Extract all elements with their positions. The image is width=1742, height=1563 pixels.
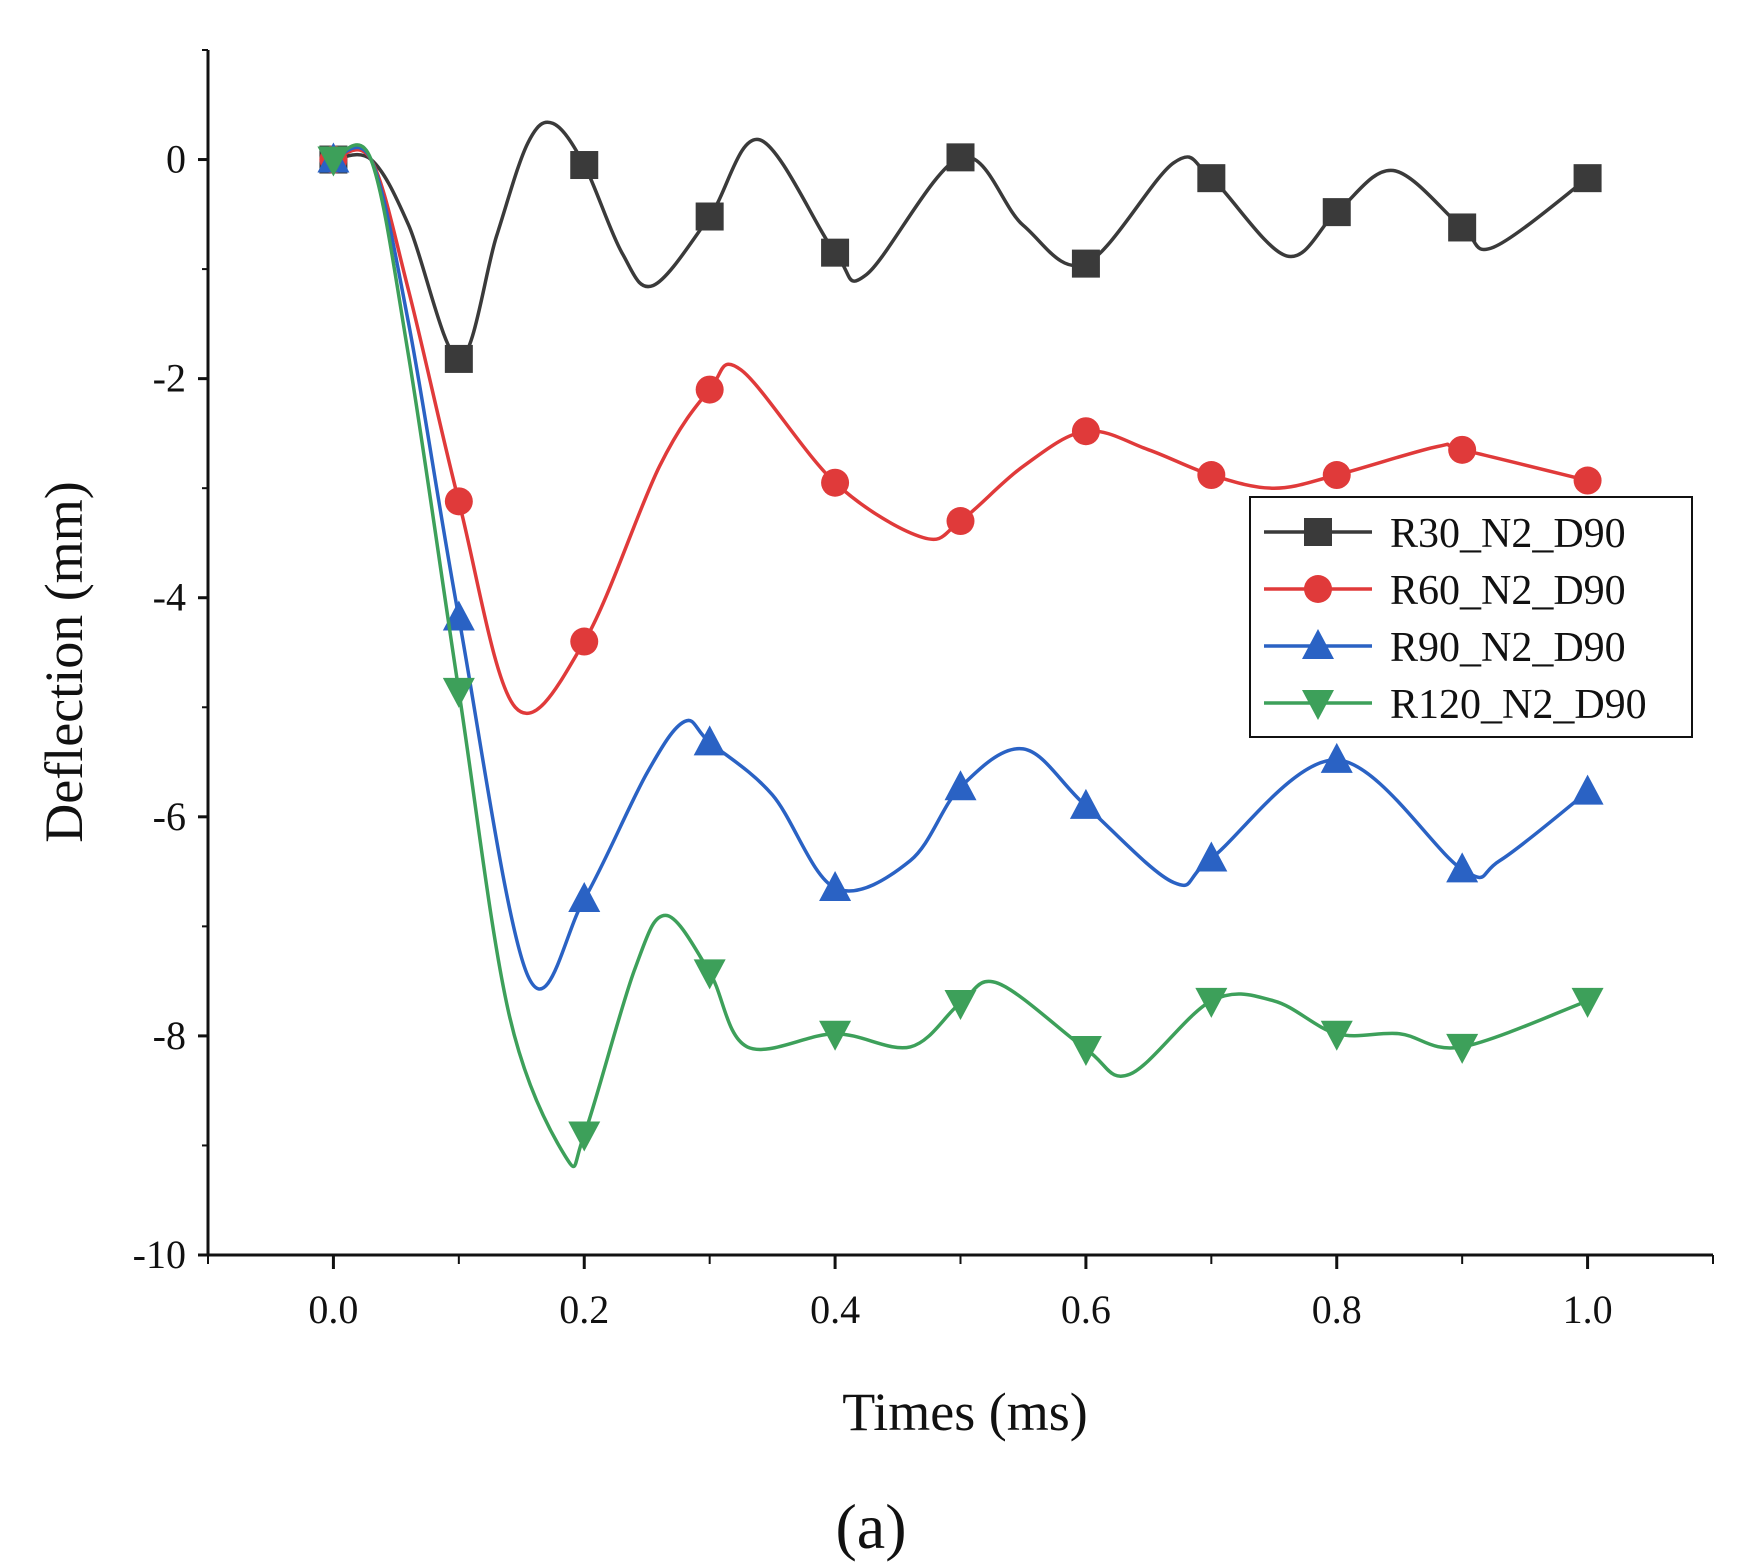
data-point xyxy=(1571,774,1604,805)
data-point xyxy=(317,146,350,177)
legend-item-r120-n2-d90: R120_N2_D90 xyxy=(1264,682,1647,728)
legend-label: R90_N2_D90 xyxy=(1390,625,1626,671)
y-tick-label: -10 xyxy=(133,1232,186,1277)
data-point xyxy=(570,627,599,656)
legend-label: R120_N2_D90 xyxy=(1390,682,1647,728)
data-point xyxy=(1069,788,1102,819)
data-point xyxy=(944,770,977,801)
series-r30-n2-d90 xyxy=(319,120,1602,373)
data-point xyxy=(1571,987,1604,1018)
data-point xyxy=(1071,249,1100,278)
data-point xyxy=(1573,164,1602,193)
data-point xyxy=(570,151,599,180)
data-point xyxy=(1448,435,1477,464)
data-point xyxy=(693,725,726,756)
data-point xyxy=(693,959,726,990)
data-point xyxy=(1320,742,1353,773)
data-point xyxy=(821,238,850,267)
panel-label: (a) xyxy=(835,1491,906,1562)
data-point xyxy=(946,143,975,172)
series-r60-n2-d90 xyxy=(319,145,1602,716)
x-tick-label: 0.2 xyxy=(559,1287,609,1332)
legend-item-r90-n2-d90: R90_N2_D90 xyxy=(1264,625,1626,671)
y-tick-label: -8 xyxy=(153,1013,186,1058)
data-point xyxy=(821,468,850,497)
series-r90-n2-d90 xyxy=(317,142,1604,991)
data-point xyxy=(819,1020,852,1051)
data-point xyxy=(1446,852,1479,883)
x-tick-label: 0.0 xyxy=(308,1287,358,1332)
data-point xyxy=(1195,987,1228,1018)
y-axis-title: Deflection (mm) xyxy=(34,481,94,842)
data-point xyxy=(442,600,475,631)
data-point xyxy=(1322,461,1351,490)
series-layer xyxy=(317,120,1604,1169)
data-point xyxy=(695,375,724,404)
legend-label: R60_N2_D90 xyxy=(1390,568,1626,614)
legend-marker xyxy=(1302,690,1334,720)
legend-marker xyxy=(1304,518,1332,546)
legend-item-r60-n2-d90: R60_N2_D90 xyxy=(1264,568,1626,614)
y-tick-label: -6 xyxy=(153,794,186,839)
x-tick-label: 1.0 xyxy=(1563,1287,1613,1332)
legend-marker xyxy=(1304,575,1332,603)
data-point xyxy=(1197,164,1226,193)
data-point xyxy=(1195,841,1228,872)
data-point xyxy=(1069,1036,1102,1067)
data-point xyxy=(1446,1033,1479,1064)
legend-marker xyxy=(1302,629,1334,659)
data-point xyxy=(1448,213,1477,242)
data-point xyxy=(946,507,975,536)
x-tick-label: 0.8 xyxy=(1312,1287,1362,1332)
x-tick-label: 0.6 xyxy=(1061,1287,1111,1332)
data-point xyxy=(944,990,977,1021)
legend-label: R30_N2_D90 xyxy=(1390,511,1626,557)
y-tick-label: -4 xyxy=(153,575,186,620)
x-axis-title: Times (ms) xyxy=(842,1382,1088,1442)
y-tick-label: -2 xyxy=(153,356,186,401)
data-point xyxy=(444,487,473,516)
data-point xyxy=(1071,417,1100,446)
data-point xyxy=(1573,466,1602,495)
data-point xyxy=(444,344,473,373)
axes-layer: 0 -2 -4 -6 -8 -10 0.0 0.2 0.4 0.6 0.8 1.0 xyxy=(133,49,1714,1332)
legend: R30_N2_D90 R60_N2_D90 R90_N2_D90 R120_N2_D9… xyxy=(1249,496,1693,738)
series-r120-n2-d90 xyxy=(317,143,1604,1169)
x-tick-label: 0.4 xyxy=(810,1287,860,1332)
y-tick-label: 0 xyxy=(166,137,186,182)
legend-item-r30-n2-d90: R30_N2_D90 xyxy=(1264,511,1626,557)
data-point xyxy=(568,1121,601,1152)
data-point xyxy=(568,881,601,912)
data-point xyxy=(1322,198,1351,227)
data-point xyxy=(1197,461,1226,490)
data-point xyxy=(695,202,724,231)
data-point xyxy=(1320,1020,1353,1051)
data-point xyxy=(442,677,475,708)
data-point xyxy=(819,871,852,902)
